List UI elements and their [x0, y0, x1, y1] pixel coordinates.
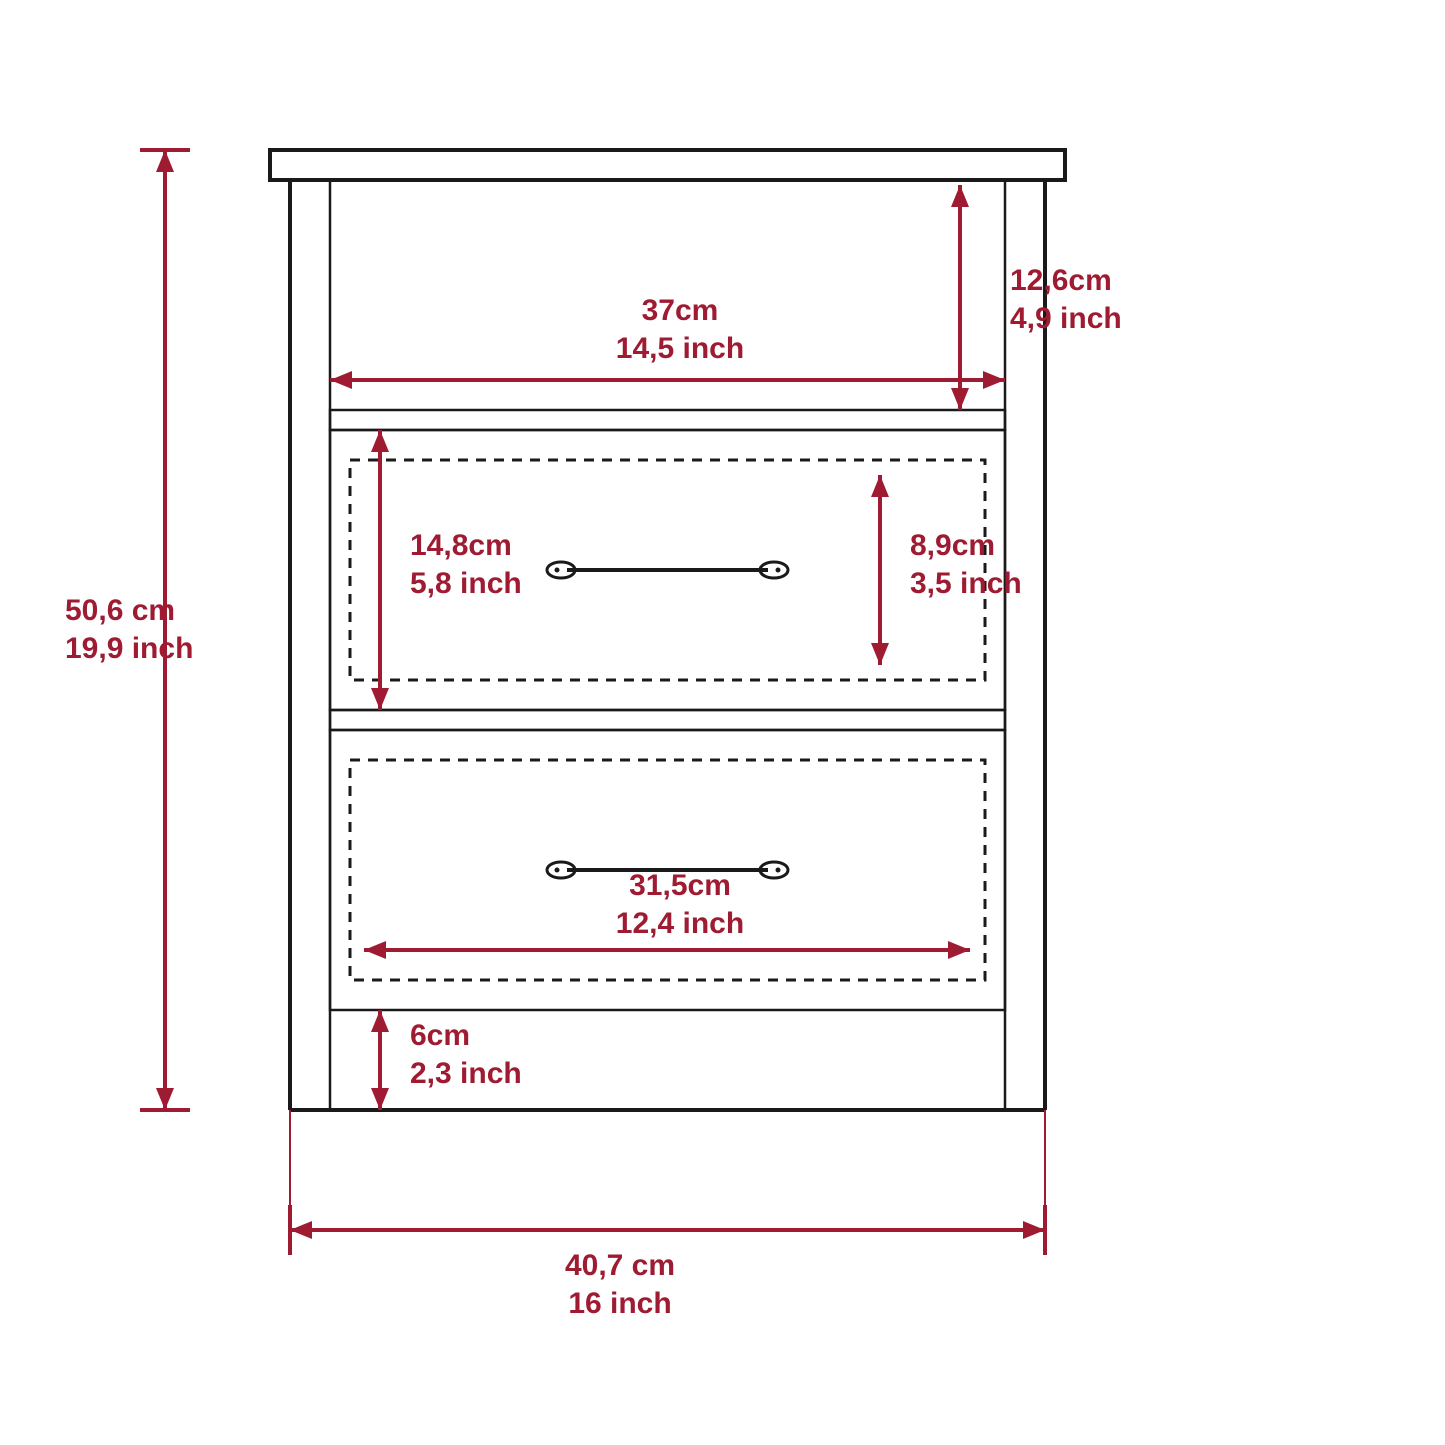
svg-text:16 inch: 16 inch — [568, 1287, 671, 1320]
svg-text:8,9cm: 8,9cm — [910, 529, 995, 562]
svg-text:4,9 inch: 4,9 inch — [1010, 302, 1122, 335]
svg-text:37cm: 37cm — [642, 294, 719, 327]
svg-text:40,7 cm: 40,7 cm — [565, 1249, 675, 1282]
svg-text:19,9 inch: 19,9 inch — [65, 632, 193, 665]
svg-text:2,3 inch: 2,3 inch — [410, 1057, 522, 1090]
svg-text:5,8 inch: 5,8 inch — [410, 567, 522, 600]
svg-text:6cm: 6cm — [410, 1019, 470, 1052]
svg-text:14,5 inch: 14,5 inch — [616, 332, 744, 365]
furniture-dimension-diagram: 50,6 cm 19,9 inch 40,7 cm 16 inch 37cm 14,5 i… — [0, 0, 1445, 1445]
svg-text:14,8cm: 14,8cm — [410, 529, 512, 562]
svg-text:12,6cm: 12,6cm — [1010, 264, 1112, 297]
svg-text:50,6 cm: 50,6 cm — [65, 594, 175, 627]
svg-text:31,5cm: 31,5cm — [629, 869, 731, 902]
svg-text:3,5 inch: 3,5 inch — [910, 567, 1022, 600]
svg-text:12,4 inch: 12,4 inch — [616, 907, 744, 940]
